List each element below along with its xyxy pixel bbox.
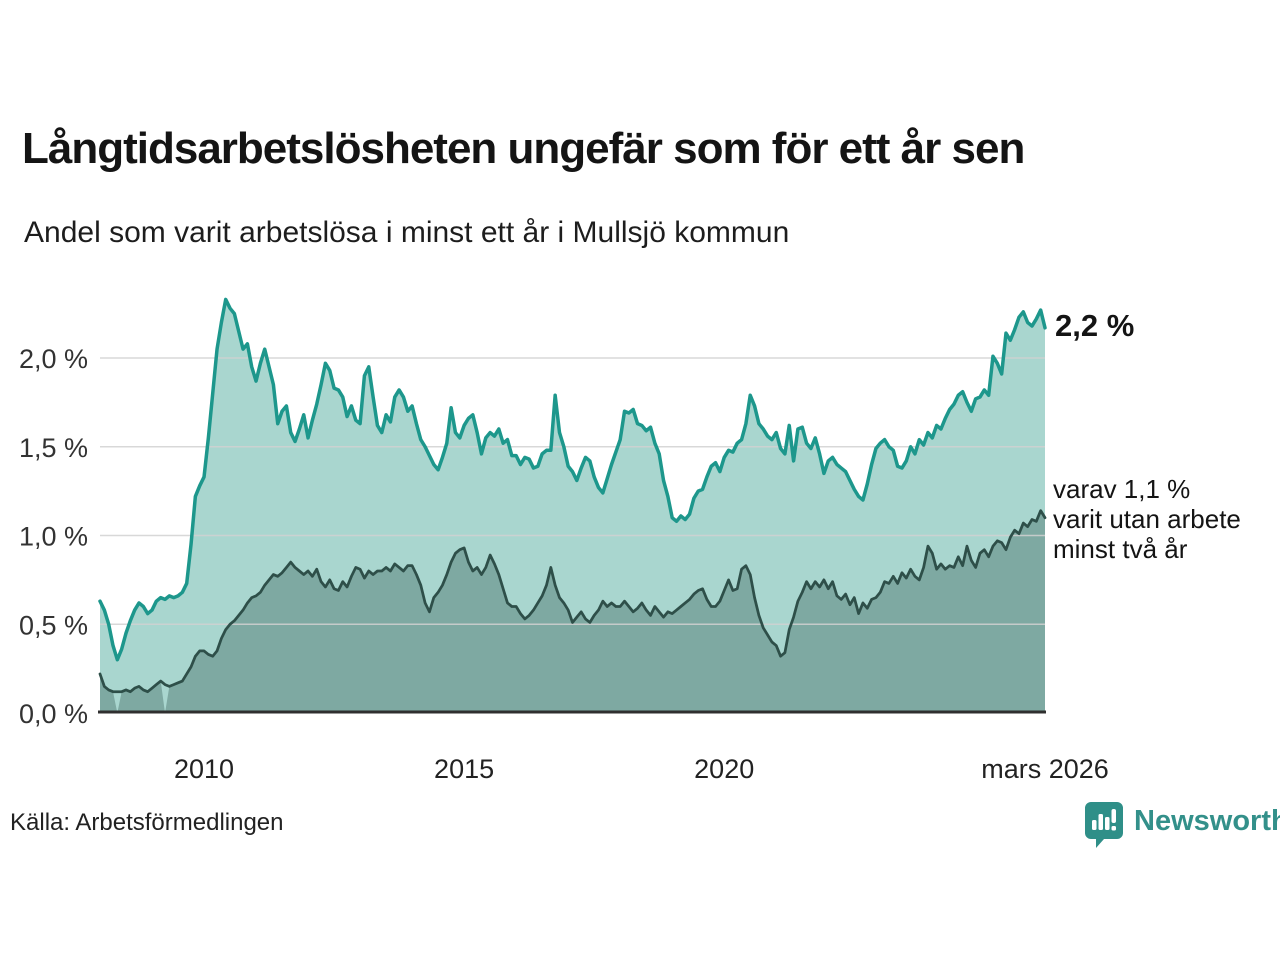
newsworthy-logo-text: Newsworthy [1134,805,1280,837]
x-tick-label: 2010 [174,754,234,784]
y-tick-label: 0,5 % [19,610,88,640]
y-tick-label: 0,0 % [19,699,88,729]
newsworthy-logo: Newsworthy [1084,801,1280,849]
upper-line [98,297,1047,662]
lower-line [98,509,1047,694]
lower-area [100,510,1045,713]
y-tick-label: 1,0 % [19,522,88,552]
x-tick-label: mars 2026 [981,754,1109,784]
y-tick-label: 1,5 % [19,433,88,463]
x-tick-label: 2015 [434,754,494,784]
y-tick-label: 2,0 % [19,344,88,374]
page-subtitle: Andel som varit arbetslösa i minst ett å… [24,216,790,249]
source-label: Källa: Arbetsförmedlingen [10,809,284,836]
secondary-annotation: varav 1,1 % varit utan arbete minst två … [1053,474,1241,564]
newsworthy-logo-icon [1085,802,1123,848]
end-value-annotation: 2,2 % [1055,308,1135,343]
x-tick-label: 2020 [694,754,754,784]
page-title: Långtidsarbetslösheten ungefär som för e… [22,124,1025,173]
